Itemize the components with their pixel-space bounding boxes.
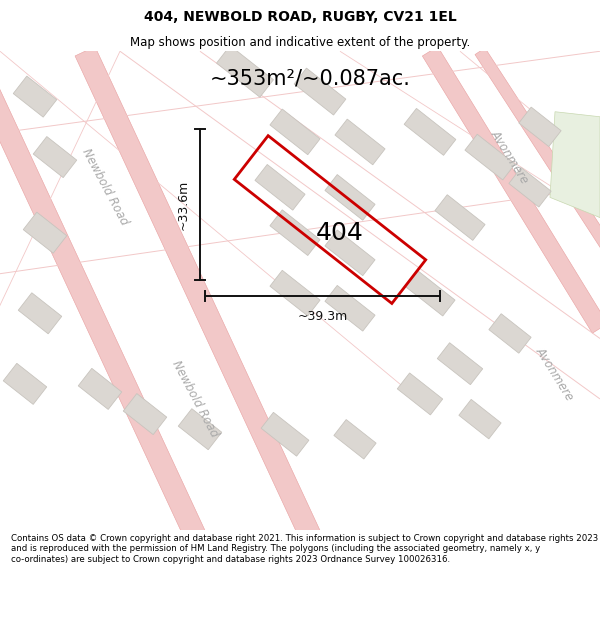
- Text: Avonmere: Avonmere: [488, 128, 532, 186]
- Polygon shape: [465, 134, 515, 180]
- Polygon shape: [294, 68, 346, 115]
- Text: Contains OS data © Crown copyright and database right 2021. This information is : Contains OS data © Crown copyright and d…: [11, 534, 598, 564]
- Polygon shape: [405, 270, 455, 316]
- Polygon shape: [437, 342, 483, 384]
- Polygon shape: [217, 46, 274, 98]
- Polygon shape: [178, 409, 222, 450]
- Polygon shape: [13, 76, 57, 117]
- Polygon shape: [550, 112, 600, 218]
- Polygon shape: [325, 174, 375, 220]
- Polygon shape: [33, 136, 77, 178]
- Polygon shape: [489, 314, 531, 353]
- Polygon shape: [0, 46, 205, 540]
- Polygon shape: [475, 48, 600, 317]
- Text: Avonmere: Avonmere: [533, 344, 577, 403]
- Text: 404: 404: [316, 221, 364, 244]
- Polygon shape: [404, 108, 456, 156]
- Polygon shape: [459, 399, 501, 439]
- Polygon shape: [325, 230, 375, 276]
- Polygon shape: [435, 195, 485, 241]
- Polygon shape: [270, 270, 320, 316]
- Polygon shape: [422, 46, 600, 333]
- Polygon shape: [255, 164, 305, 210]
- Polygon shape: [325, 286, 375, 331]
- Text: Newbold Road: Newbold Road: [169, 358, 221, 439]
- Text: Map shows position and indicative extent of the property.: Map shows position and indicative extent…: [130, 36, 470, 49]
- Polygon shape: [270, 109, 320, 155]
- Polygon shape: [123, 394, 167, 434]
- Polygon shape: [397, 373, 443, 415]
- Text: ~39.3m: ~39.3m: [298, 310, 347, 323]
- Polygon shape: [334, 419, 376, 459]
- Polygon shape: [75, 46, 320, 540]
- Polygon shape: [23, 212, 67, 253]
- Polygon shape: [78, 368, 122, 409]
- Text: ~33.6m: ~33.6m: [177, 179, 190, 229]
- Polygon shape: [18, 292, 62, 334]
- Text: 404, NEWBOLD ROAD, RUGBY, CV21 1EL: 404, NEWBOLD ROAD, RUGBY, CV21 1EL: [143, 10, 457, 24]
- Polygon shape: [519, 107, 561, 147]
- Text: Newbold Road: Newbold Road: [79, 147, 131, 228]
- Polygon shape: [335, 119, 385, 165]
- Polygon shape: [270, 210, 320, 256]
- Polygon shape: [3, 363, 47, 404]
- Polygon shape: [509, 168, 551, 207]
- Polygon shape: [261, 412, 309, 456]
- Text: ~353m²/~0.087ac.: ~353m²/~0.087ac.: [209, 69, 410, 89]
